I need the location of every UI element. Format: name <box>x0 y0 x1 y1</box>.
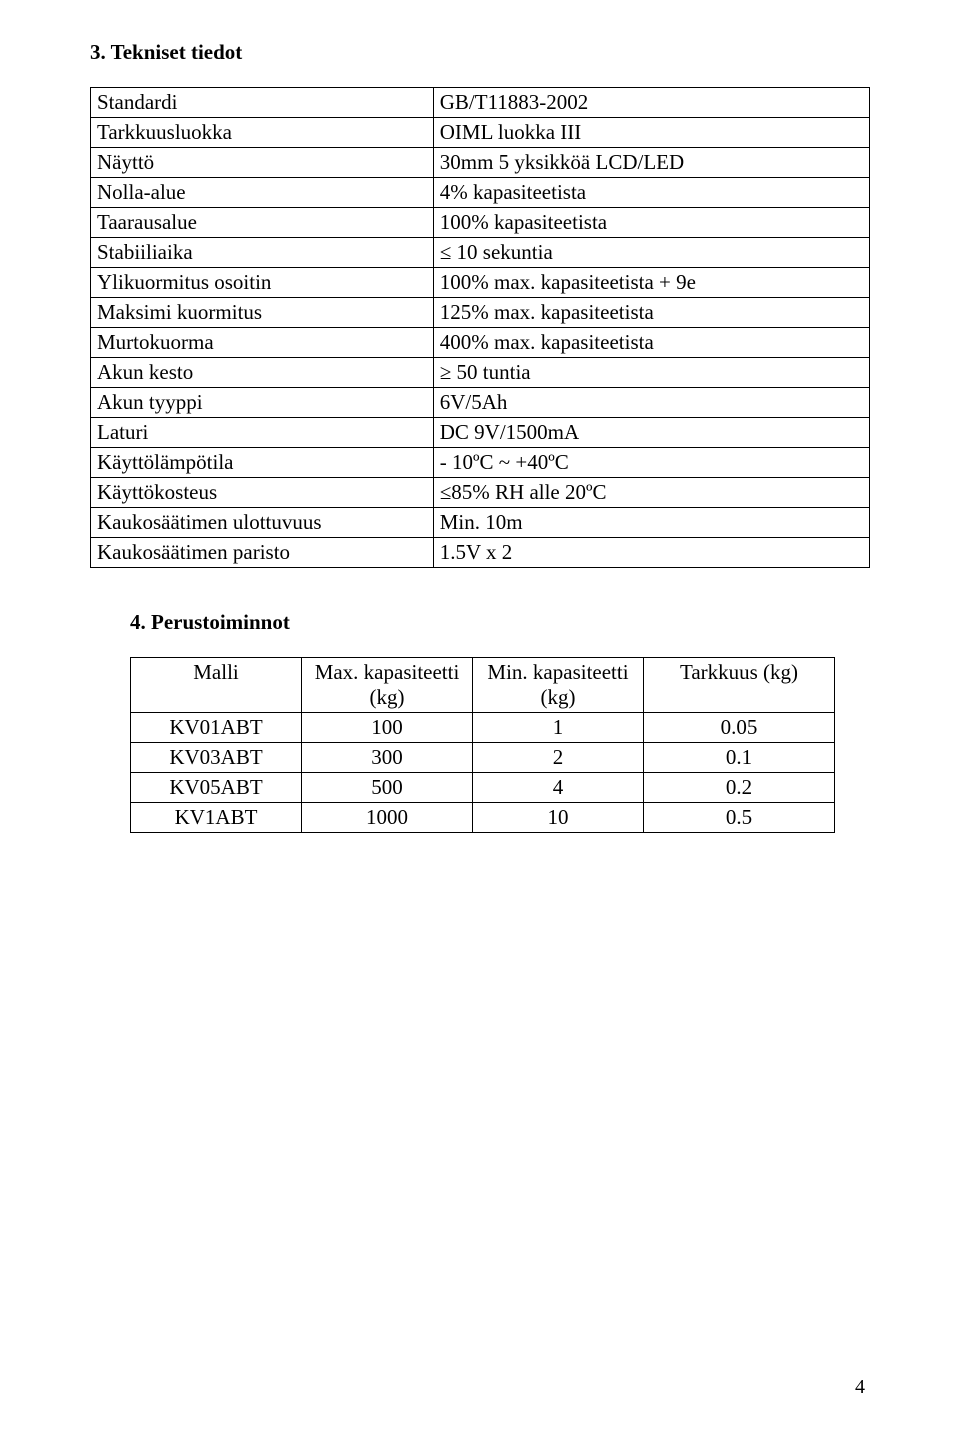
models-max: 300 <box>302 743 473 773</box>
spec-value: ≤85% RH alle 20ºC <box>433 478 869 508</box>
models-row: KV05ABT50040.2 <box>131 773 835 803</box>
spec-value: DC 9V/1500mA <box>433 418 869 448</box>
models-min: 4 <box>473 773 644 803</box>
models-min: 1 <box>473 713 644 743</box>
models-model: KV05ABT <box>131 773 302 803</box>
section-gap <box>90 568 870 610</box>
spec-row: Käyttökosteus≤85% RH alle 20ºC <box>91 478 870 508</box>
spec-value: 125% max. kapasiteetista <box>433 298 869 328</box>
spec-value: Min. 10m <box>433 508 869 538</box>
spec-row: LaturiDC 9V/1500mA <box>91 418 870 448</box>
spec-value: 4% kapasiteetista <box>433 178 869 208</box>
models-max: 500 <box>302 773 473 803</box>
models-acc: 0.5 <box>644 803 835 833</box>
spec-row: Käyttölämpötila- 10ºC ~ +40ºC <box>91 448 870 478</box>
spec-key: Nolla-alue <box>91 178 434 208</box>
models-header-max: Max. kapasiteetti (kg) <box>302 658 473 713</box>
spec-row: StandardiGB/T11883-2002 <box>91 88 870 118</box>
spec-value: 400% max. kapasiteetista <box>433 328 869 358</box>
spec-row: Nolla-alue4% kapasiteetista <box>91 178 870 208</box>
models-header-row: Malli Max. kapasiteetti (kg) Min. kapasi… <box>131 658 835 713</box>
spec-key: Käyttökosteus <box>91 478 434 508</box>
spec-key: Kaukosäätimen ulottuvuus <box>91 508 434 538</box>
spec-row: Kaukosäätimen ulottuvuusMin. 10m <box>91 508 870 538</box>
models-row: KV1ABT1000100.5 <box>131 803 835 833</box>
models-acc: 0.05 <box>644 713 835 743</box>
section-title-basic: 4. Perustoiminnot <box>130 610 870 635</box>
models-acc: 0.2 <box>644 773 835 803</box>
spec-key: Tarkkuusluokka <box>91 118 434 148</box>
spec-value: ≤ 10 sekuntia <box>433 238 869 268</box>
spec-value: 6V/5Ah <box>433 388 869 418</box>
models-header-model: Malli <box>131 658 302 713</box>
spec-key: Maksimi kuormitus <box>91 298 434 328</box>
models-min: 10 <box>473 803 644 833</box>
models-row: KV03ABT30020.1 <box>131 743 835 773</box>
spec-key: Akun tyyppi <box>91 388 434 418</box>
spec-value: 100% kapasiteetista <box>433 208 869 238</box>
models-header-min: Min. kapasiteetti (kg) <box>473 658 644 713</box>
spec-row: TarkkuusluokkaOIML luokka III <box>91 118 870 148</box>
spec-row: Taarausalue100% kapasiteetista <box>91 208 870 238</box>
spec-key: Laturi <box>91 418 434 448</box>
spec-key: Standardi <box>91 88 434 118</box>
spec-key: Taarausalue <box>91 208 434 238</box>
models-row: KV01ABT10010.05 <box>131 713 835 743</box>
spec-value: 30mm 5 yksikköä LCD/LED <box>433 148 869 178</box>
spec-key: Murtokuorma <box>91 328 434 358</box>
models-model: KV03ABT <box>131 743 302 773</box>
spec-key: Akun kesto <box>91 358 434 388</box>
models-table: Malli Max. kapasiteetti (kg) Min. kapasi… <box>130 657 835 833</box>
page: 3. Tekniset tiedot StandardiGB/T11883-20… <box>0 0 960 1429</box>
models-max: 1000 <box>302 803 473 833</box>
spec-key: Käyttölämpötila <box>91 448 434 478</box>
spec-row: Näyttö30mm 5 yksikköä LCD/LED <box>91 148 870 178</box>
spec-key: Kaukosäätimen paristo <box>91 538 434 568</box>
spec-value: 1.5V x 2 <box>433 538 869 568</box>
spec-value: - 10ºC ~ +40ºC <box>433 448 869 478</box>
spec-row: Stabiiliaika≤ 10 sekuntia <box>91 238 870 268</box>
spec-value: OIML luokka III <box>433 118 869 148</box>
spec-row: Akun tyyppi6V/5Ah <box>91 388 870 418</box>
spec-row: Maksimi kuormitus125% max. kapasiteetist… <box>91 298 870 328</box>
page-number: 4 <box>855 1376 865 1399</box>
spec-value: GB/T11883-2002 <box>433 88 869 118</box>
spec-row: Akun kesto≥ 50 tuntia <box>91 358 870 388</box>
models-max: 100 <box>302 713 473 743</box>
spec-row: Ylikuormitus osoitin100% max. kapasiteet… <box>91 268 870 298</box>
models-model: KV1ABT <box>131 803 302 833</box>
models-header-acc: Tarkkuus (kg) <box>644 658 835 713</box>
section-title-tech: 3. Tekniset tiedot <box>90 40 870 65</box>
models-model: KV01ABT <box>131 713 302 743</box>
spec-value: 100% max. kapasiteetista + 9e <box>433 268 869 298</box>
models-acc: 0.1 <box>644 743 835 773</box>
spec-key: Näyttö <box>91 148 434 178</box>
spec-key: Ylikuormitus osoitin <box>91 268 434 298</box>
spec-row: Kaukosäätimen paristo1.5V x 2 <box>91 538 870 568</box>
spec-row: Murtokuorma400% max. kapasiteetista <box>91 328 870 358</box>
spec-table: StandardiGB/T11883-2002TarkkuusluokkaOIM… <box>90 87 870 568</box>
spec-key: Stabiiliaika <box>91 238 434 268</box>
spec-value: ≥ 50 tuntia <box>433 358 869 388</box>
models-min: 2 <box>473 743 644 773</box>
